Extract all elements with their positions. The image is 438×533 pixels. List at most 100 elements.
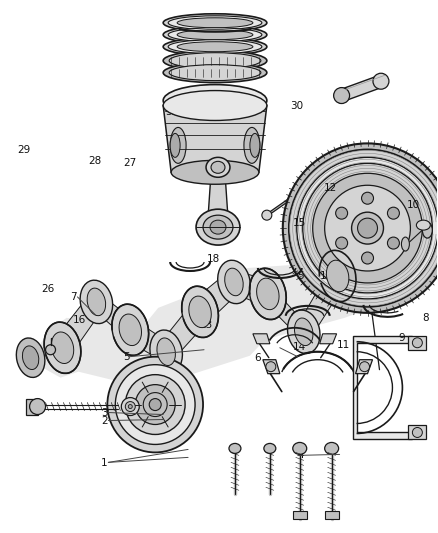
Ellipse shape <box>163 91 267 120</box>
Text: 13: 13 <box>199 320 212 330</box>
Ellipse shape <box>262 210 272 220</box>
Ellipse shape <box>325 442 339 455</box>
Polygon shape <box>325 511 339 519</box>
Text: 2: 2 <box>101 416 108 425</box>
Text: 29: 29 <box>17 144 30 155</box>
Ellipse shape <box>112 304 148 356</box>
Circle shape <box>388 237 399 249</box>
Ellipse shape <box>211 161 225 173</box>
Ellipse shape <box>168 16 262 30</box>
Circle shape <box>46 345 56 355</box>
Ellipse shape <box>16 338 45 377</box>
Ellipse shape <box>257 278 279 310</box>
Ellipse shape <box>422 222 432 238</box>
Text: 18: 18 <box>207 254 220 263</box>
Ellipse shape <box>163 63 267 83</box>
Ellipse shape <box>250 133 260 157</box>
Ellipse shape <box>22 346 39 369</box>
Circle shape <box>325 185 410 271</box>
Ellipse shape <box>203 215 233 239</box>
Text: 16: 16 <box>73 314 86 325</box>
Polygon shape <box>265 279 307 344</box>
Polygon shape <box>127 315 169 365</box>
Text: 9: 9 <box>398 333 405 343</box>
Ellipse shape <box>168 40 262 54</box>
Ellipse shape <box>319 251 356 302</box>
Text: 30: 30 <box>290 101 303 111</box>
Circle shape <box>283 143 438 313</box>
Polygon shape <box>339 74 384 103</box>
Ellipse shape <box>210 220 226 234</box>
Ellipse shape <box>169 53 261 69</box>
Ellipse shape <box>170 133 180 157</box>
Text: 5: 5 <box>123 352 130 362</box>
Text: 11: 11 <box>337 340 350 350</box>
Ellipse shape <box>244 127 260 163</box>
Circle shape <box>361 252 374 264</box>
Text: 31: 31 <box>189 101 202 111</box>
Text: 32: 32 <box>166 108 179 117</box>
Ellipse shape <box>171 160 259 184</box>
Polygon shape <box>28 262 379 392</box>
Polygon shape <box>208 173 228 217</box>
Circle shape <box>360 362 370 372</box>
Polygon shape <box>253 334 270 344</box>
Text: 15: 15 <box>292 218 306 228</box>
Circle shape <box>115 365 195 445</box>
Polygon shape <box>356 360 372 374</box>
Ellipse shape <box>417 220 430 230</box>
Polygon shape <box>353 336 413 439</box>
Polygon shape <box>94 289 134 344</box>
Text: 28: 28 <box>89 156 102 166</box>
Circle shape <box>303 163 432 293</box>
Ellipse shape <box>218 260 250 304</box>
Polygon shape <box>60 289 99 362</box>
Text: 10: 10 <box>407 200 420 211</box>
Ellipse shape <box>189 296 211 328</box>
Polygon shape <box>408 336 426 350</box>
Ellipse shape <box>170 127 186 163</box>
Ellipse shape <box>334 87 350 103</box>
Ellipse shape <box>206 157 230 177</box>
Polygon shape <box>293 511 307 519</box>
Circle shape <box>266 362 276 372</box>
Circle shape <box>413 427 422 438</box>
Text: 27: 27 <box>124 158 137 168</box>
Ellipse shape <box>87 288 106 316</box>
Ellipse shape <box>250 268 286 320</box>
Ellipse shape <box>30 399 46 415</box>
Ellipse shape <box>157 338 175 366</box>
Circle shape <box>388 207 399 219</box>
Ellipse shape <box>293 442 307 455</box>
Circle shape <box>125 401 135 411</box>
Text: 4: 4 <box>297 450 304 460</box>
Ellipse shape <box>196 209 240 245</box>
Polygon shape <box>163 297 203 365</box>
Ellipse shape <box>163 26 267 44</box>
Circle shape <box>107 357 203 453</box>
Text: 3: 3 <box>101 408 108 418</box>
Ellipse shape <box>163 85 267 117</box>
Ellipse shape <box>177 30 253 40</box>
Polygon shape <box>197 269 237 327</box>
Polygon shape <box>163 106 267 172</box>
Circle shape <box>143 393 167 416</box>
Ellipse shape <box>150 330 182 374</box>
Text: 1: 1 <box>101 458 108 468</box>
Ellipse shape <box>51 332 74 364</box>
Circle shape <box>352 212 384 244</box>
Polygon shape <box>320 334 337 344</box>
Text: 17: 17 <box>319 271 333 281</box>
Polygon shape <box>25 399 38 415</box>
Ellipse shape <box>326 260 349 292</box>
Polygon shape <box>301 261 341 344</box>
Circle shape <box>336 207 348 219</box>
Circle shape <box>149 399 161 410</box>
Text: 5: 5 <box>297 271 304 281</box>
Polygon shape <box>263 360 280 374</box>
Ellipse shape <box>163 38 267 55</box>
Circle shape <box>357 218 378 238</box>
Polygon shape <box>231 269 271 309</box>
Circle shape <box>297 157 438 299</box>
Text: 7: 7 <box>71 292 77 302</box>
